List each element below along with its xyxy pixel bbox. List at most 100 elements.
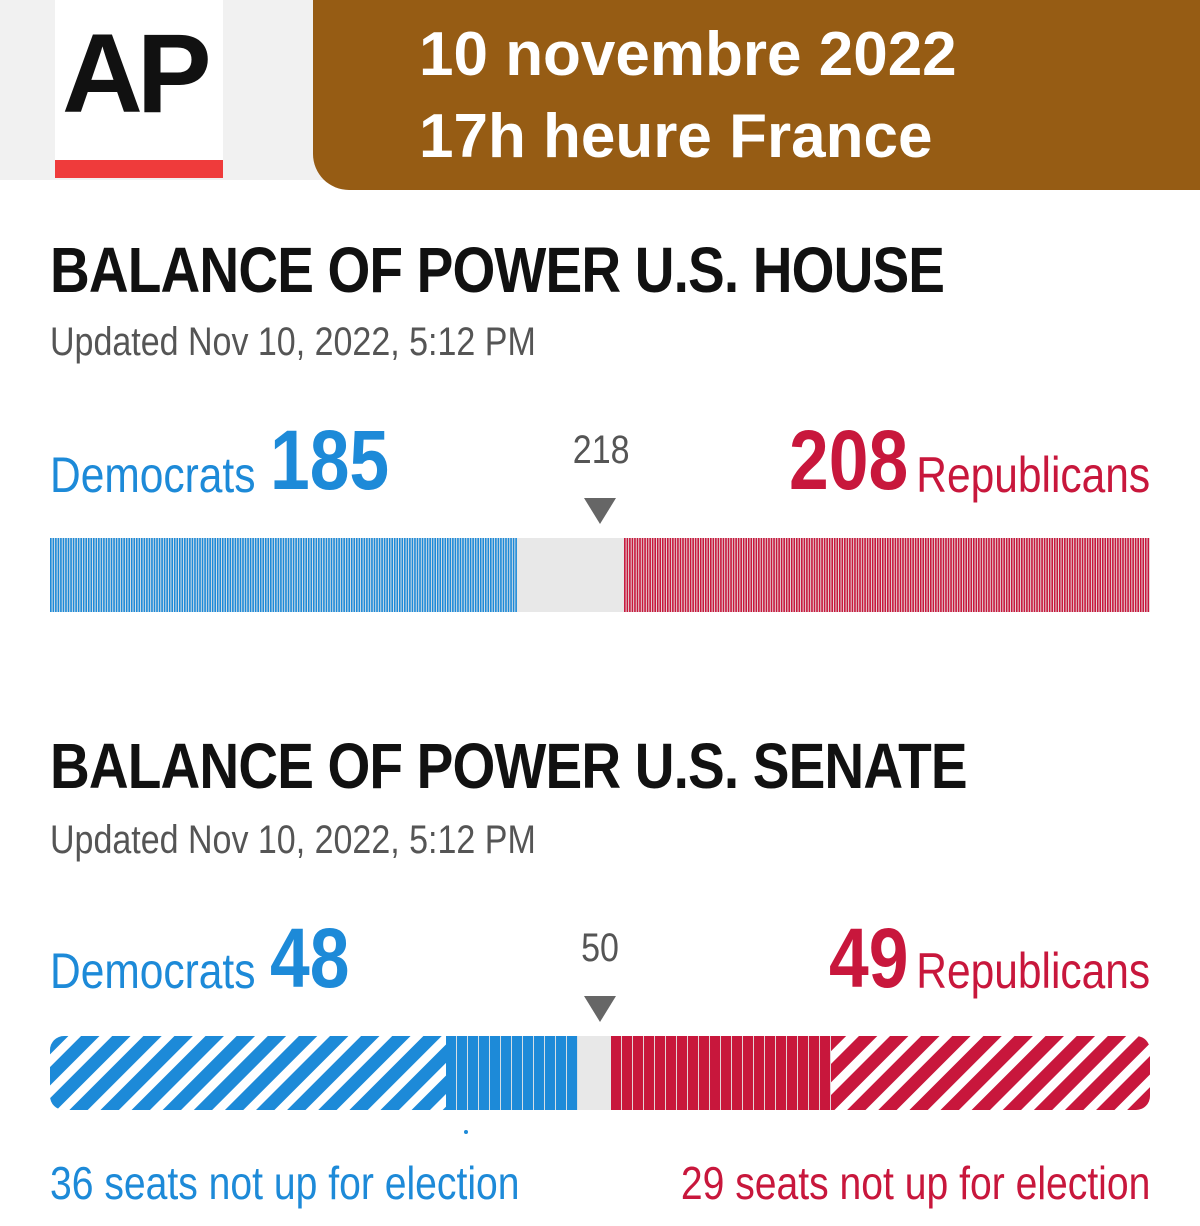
- house-dem-value: 185: [270, 413, 390, 507]
- house-rep-seat: [1033, 538, 1036, 612]
- senate-rep-seat-held: [1073, 1036, 1084, 1110]
- senate-dem-seat: [556, 1036, 567, 1110]
- senate-dem-seat-held: [182, 1036, 193, 1110]
- house-rep-seat: [1104, 538, 1107, 612]
- house-dem-seat: [482, 538, 485, 612]
- house-dem-seat: [459, 538, 462, 612]
- house-rep-seat: [978, 538, 980, 612]
- house-dem-seat: [449, 538, 452, 612]
- house-rep-seat: [950, 538, 952, 612]
- house-rep-seat: [828, 538, 831, 612]
- date-banner: 10 novembre 2022 17h heure France: [313, 0, 1200, 190]
- house-dem-seat: [232, 538, 234, 612]
- house-rep-seat: [935, 538, 937, 612]
- house-rep-seat: [1010, 538, 1013, 612]
- senate-rep-seat-held: [842, 1036, 853, 1110]
- house-rep-seat: [985, 538, 988, 612]
- house-dem-seat: [414, 538, 416, 612]
- senate-rep-seat-held: [1051, 1036, 1062, 1110]
- house-majority-marker: [584, 498, 616, 524]
- house-dem-seat: [257, 538, 259, 612]
- house-dem-seat: [178, 538, 181, 612]
- house-rep-seat: [833, 538, 836, 612]
- house-dem-seat: [307, 538, 310, 612]
- house-rep-seat: [720, 538, 722, 612]
- house-dem-seat: [502, 538, 505, 612]
- house-rep-seat: [634, 538, 636, 612]
- house-dem-seat: [204, 538, 206, 612]
- house-rep-seat: [1084, 538, 1086, 612]
- house-dem-seat: [393, 538, 396, 612]
- house-dem-seat: [135, 538, 138, 612]
- house-dem-seat: [345, 538, 348, 612]
- house-dem-seat: [469, 538, 472, 612]
- senate-title: BALANCE OF POWER U.S. SENATE: [50, 730, 968, 802]
- house-dem-seat: [295, 538, 297, 612]
- house-rep-seat: [760, 538, 763, 612]
- house-dem-seat: [181, 538, 184, 612]
- house-rep-seat: [889, 538, 892, 612]
- house-rep-seat: [1139, 538, 1142, 612]
- house-rep-seat: [821, 538, 823, 612]
- house-rep-seat: [972, 538, 975, 612]
- house-rep-seat: [768, 538, 770, 612]
- house-rep-seat: [955, 538, 957, 612]
- house-rep-seat: [646, 538, 649, 612]
- house-dem-seat: [90, 538, 93, 612]
- house-dem-seat: [462, 538, 464, 612]
- senate-rep-seat: [787, 1036, 798, 1110]
- senate-rep-seat-held: [919, 1036, 930, 1110]
- house-rep-seat: [975, 538, 978, 612]
- senate-rep-seat-held: [1117, 1036, 1128, 1110]
- house-dem-seat: [477, 538, 479, 612]
- house-rep-seat: [669, 538, 672, 612]
- house-dem-seat: [156, 538, 158, 612]
- house-rep-seat: [1051, 538, 1054, 612]
- house-rep-seat: [730, 538, 732, 612]
- house-rep-seat: [654, 538, 656, 612]
- senate-dem-seat-held: [105, 1036, 116, 1110]
- house-dem-seat: [196, 538, 199, 612]
- senate-rep-seat: [611, 1036, 622, 1110]
- senate-dem-seat: [490, 1036, 501, 1110]
- house-rep-seat: [866, 538, 869, 612]
- senate-dem-seat: [545, 1036, 556, 1110]
- house-dem-seat: [85, 538, 88, 612]
- senate-majority-marker: [584, 996, 616, 1022]
- house-dem-seat: [434, 538, 436, 612]
- senate-rep-seat: [721, 1036, 732, 1110]
- ap-logo-text: AP: [62, 11, 212, 136]
- house-rep-seat: [849, 538, 851, 612]
- house-dem-seat: [287, 538, 290, 612]
- house-dem-seat: [358, 538, 361, 612]
- house-rep-seat: [831, 538, 834, 612]
- house-rep-seat: [664, 538, 667, 612]
- senate-dem-seat-held: [50, 1036, 61, 1110]
- house-dem-seat: [424, 538, 426, 612]
- senate-dem-seat: [512, 1036, 523, 1110]
- house-dem-seat: [98, 538, 100, 612]
- house-rep-seat: [770, 538, 773, 612]
- senate-dem-seat-held: [149, 1036, 160, 1110]
- house-dem-seat: [92, 538, 95, 612]
- house-rep-seat: [869, 538, 871, 612]
- senate-rep-seat-held: [853, 1036, 864, 1110]
- house-rep-seat: [1112, 538, 1114, 612]
- house-rep-seat: [667, 538, 669, 612]
- house-dem-seat: [447, 538, 449, 612]
- house-rep-seat: [659, 538, 662, 612]
- house-dem-seat: [484, 538, 487, 612]
- house-dem-seat: [373, 538, 376, 612]
- ap-logo: [55, 0, 223, 160]
- house-dem-seat: [65, 538, 67, 612]
- house-dem-seat: [383, 538, 386, 612]
- house-rep-seat: [897, 538, 899, 612]
- house-rep-seat: [1124, 538, 1127, 612]
- house-rep-seat: [1053, 538, 1056, 612]
- house-dem-seat: [436, 538, 439, 612]
- senate-rep-seat-held: [985, 1036, 996, 1110]
- senate-footnote-marker: [464, 1130, 468, 1134]
- house-dem-seat: [123, 538, 125, 612]
- house-rep-seat: [684, 538, 687, 612]
- house-dem-seat: [302, 538, 305, 612]
